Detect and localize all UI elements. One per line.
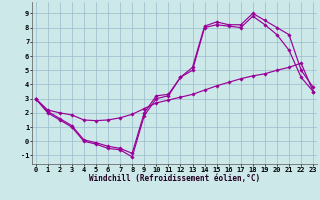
X-axis label: Windchill (Refroidissement éolien,°C): Windchill (Refroidissement éolien,°C) <box>89 174 260 183</box>
